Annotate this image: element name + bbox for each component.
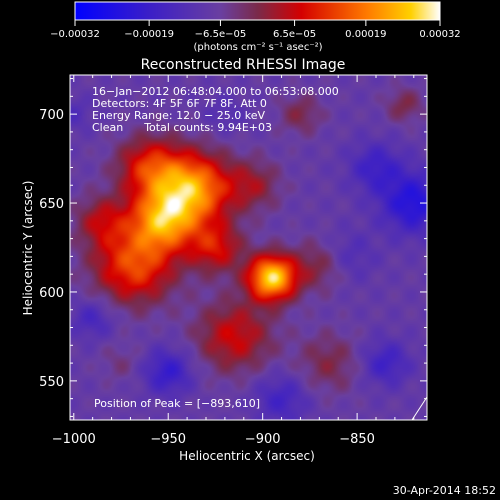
colorbar-tick-label: 0.00032 bbox=[419, 29, 460, 40]
peak-position-label: Position of Peak = [−893,610] bbox=[94, 397, 260, 410]
chart-title: Reconstructed RHESSI Image bbox=[141, 57, 346, 73]
annotation-energy-range: Energy Range: 12.0 − 25.0 keV bbox=[92, 109, 266, 122]
annotation-detectors: Detectors: 4F 5F 6F 7F 8F, Att 0 bbox=[92, 97, 267, 110]
annotations: 16−Jan−2012 06:48:04.000 to 06:53:08.000… bbox=[92, 85, 339, 410]
x-tick-label: −850 bbox=[339, 432, 375, 447]
colorbar-ticks: −0.00032 −0.00019 −6.5e−05 6.5e−05 0.00019 0.… bbox=[50, 20, 461, 40]
annotation-counts: Clean Total counts: 9.94E+03 bbox=[92, 121, 272, 134]
colorbar-tick-label: −0.00019 bbox=[124, 29, 174, 40]
y-tick-label: 700 bbox=[39, 108, 64, 123]
y-axis-ticks: 550 600 650 700 bbox=[39, 78, 427, 417]
colorbar-tick-label: −6.5e−05 bbox=[195, 29, 247, 40]
colorbar bbox=[74, 1, 441, 21]
colorbar-tick-label: −0.00032 bbox=[50, 29, 100, 40]
x-tick-label: −900 bbox=[245, 432, 281, 447]
colorbar-units-label: (photons cm⁻² s⁻¹ asec⁻²) bbox=[193, 42, 322, 53]
x-tick-label: −950 bbox=[150, 432, 186, 447]
y-tick-label: 650 bbox=[39, 197, 64, 212]
footer-timestamp: 30-Apr-2014 18:52 bbox=[393, 484, 496, 497]
x-axis-ticks: −1000 −950 −900 −850 bbox=[52, 75, 415, 447]
y-tick-label: 550 bbox=[39, 375, 64, 390]
limb-line bbox=[411, 396, 427, 420]
x-axis-label: Heliocentric X (arcsec) bbox=[179, 449, 315, 463]
colorbar-tick-label: 6.5e−05 bbox=[273, 29, 316, 40]
y-tick-label: 600 bbox=[39, 286, 64, 301]
heatmap-image bbox=[70, 75, 427, 420]
y-axis-label: Heliocentric Y (arcsec) bbox=[21, 181, 35, 316]
plot-frame bbox=[69, 74, 428, 421]
colorbar-tick-label: 0.00019 bbox=[345, 29, 386, 40]
x-tick-label: −1000 bbox=[52, 432, 96, 447]
annotation-time-range: 16−Jan−2012 06:48:04.000 to 06:53:08.000 bbox=[92, 85, 339, 98]
